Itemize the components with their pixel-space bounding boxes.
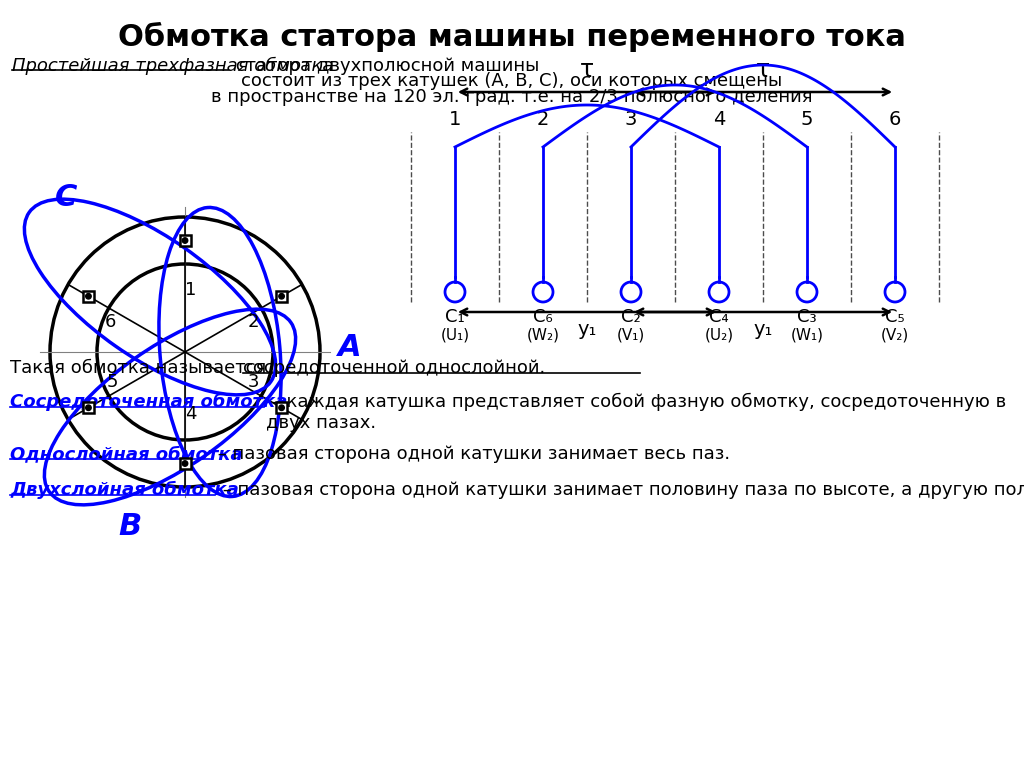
Text: 4: 4 <box>713 110 725 129</box>
Text: y₁: y₁ <box>754 320 773 339</box>
Text: состоит из трех катушек (А, В, С), оси которых смещены: состоит из трех катушек (А, В, С), оси к… <box>242 72 782 90</box>
Text: C: C <box>55 183 78 212</box>
Text: – каждая катушка представляет собой фазную обмотку, сосредоточенную в двух пазах: – каждая катушка представляет собой фазн… <box>266 393 1007 432</box>
Bar <box>83 291 94 301</box>
Bar <box>179 235 190 246</box>
Text: C₁: C₁ <box>445 308 465 326</box>
Bar <box>276 402 287 413</box>
Text: (U₁): (U₁) <box>440 328 470 343</box>
Text: 1: 1 <box>185 281 197 299</box>
Text: сосредоточенной однослойной.: сосредоточенной однослойной. <box>243 359 545 377</box>
Text: τ: τ <box>756 58 770 82</box>
Text: 1: 1 <box>449 110 461 129</box>
Text: (W₁): (W₁) <box>791 328 823 343</box>
Text: 6: 6 <box>104 313 116 331</box>
Text: (W₂): (W₂) <box>526 328 559 343</box>
Text: в пространстве на 120 эл. град. т.е. на 2/3 полюсного деления: в пространстве на 120 эл. град. т.е. на … <box>211 88 813 106</box>
Text: Однослойная обмотка: Однослойная обмотка <box>10 445 243 463</box>
Text: Обмотка статора машины переменного тока: Обмотка статора машины переменного тока <box>118 22 906 52</box>
Text: 5: 5 <box>801 110 813 129</box>
Text: C₂: C₂ <box>622 308 641 326</box>
Text: Простейшая трехфазная обмотка: Простейшая трехфазная обмотка <box>12 57 334 75</box>
Text: τ: τ <box>580 58 594 82</box>
Text: 2: 2 <box>248 313 259 331</box>
Text: Такая обмотка называется: Такая обмотка называется <box>10 359 272 377</box>
Text: (V₂): (V₂) <box>881 328 909 343</box>
Text: y₁: y₁ <box>578 320 597 339</box>
Text: 2: 2 <box>537 110 549 129</box>
Text: B: B <box>119 512 141 541</box>
Text: C₄: C₄ <box>710 308 729 326</box>
Text: C₃: C₃ <box>798 308 817 326</box>
Text: (V₁): (V₁) <box>616 328 645 343</box>
Circle shape <box>279 294 285 299</box>
Circle shape <box>86 294 91 299</box>
Text: 6: 6 <box>889 110 901 129</box>
Circle shape <box>279 405 285 410</box>
Bar <box>83 402 94 413</box>
Circle shape <box>182 461 187 466</box>
Text: Двухслойная обмотка: Двухслойная обмотка <box>10 481 239 499</box>
Text: – пазовая сторона одной катушки занимает половину паза по высоте, а другую полов: – пазовая сторона одной катушки занимает… <box>217 481 1024 499</box>
Text: 5: 5 <box>106 373 118 391</box>
Circle shape <box>86 405 91 410</box>
Text: 4: 4 <box>185 405 197 423</box>
Bar <box>179 458 190 469</box>
Text: 3: 3 <box>248 373 259 391</box>
Circle shape <box>182 238 187 243</box>
Text: (U₂): (U₂) <box>705 328 733 343</box>
Text: – пазовая сторона одной катушки занимает весь паз.: – пазовая сторона одной катушки занимает… <box>212 445 730 463</box>
Bar <box>276 291 287 301</box>
Text: статора двухполюсной машины: статора двухполюсной машины <box>230 57 540 75</box>
Text: Сосредоточенная обмотка: Сосредоточенная обмотка <box>10 393 288 411</box>
Text: 3: 3 <box>625 110 637 129</box>
Text: C₆: C₆ <box>534 308 553 326</box>
Text: A: A <box>338 333 361 361</box>
Text: C₅: C₅ <box>885 308 905 326</box>
